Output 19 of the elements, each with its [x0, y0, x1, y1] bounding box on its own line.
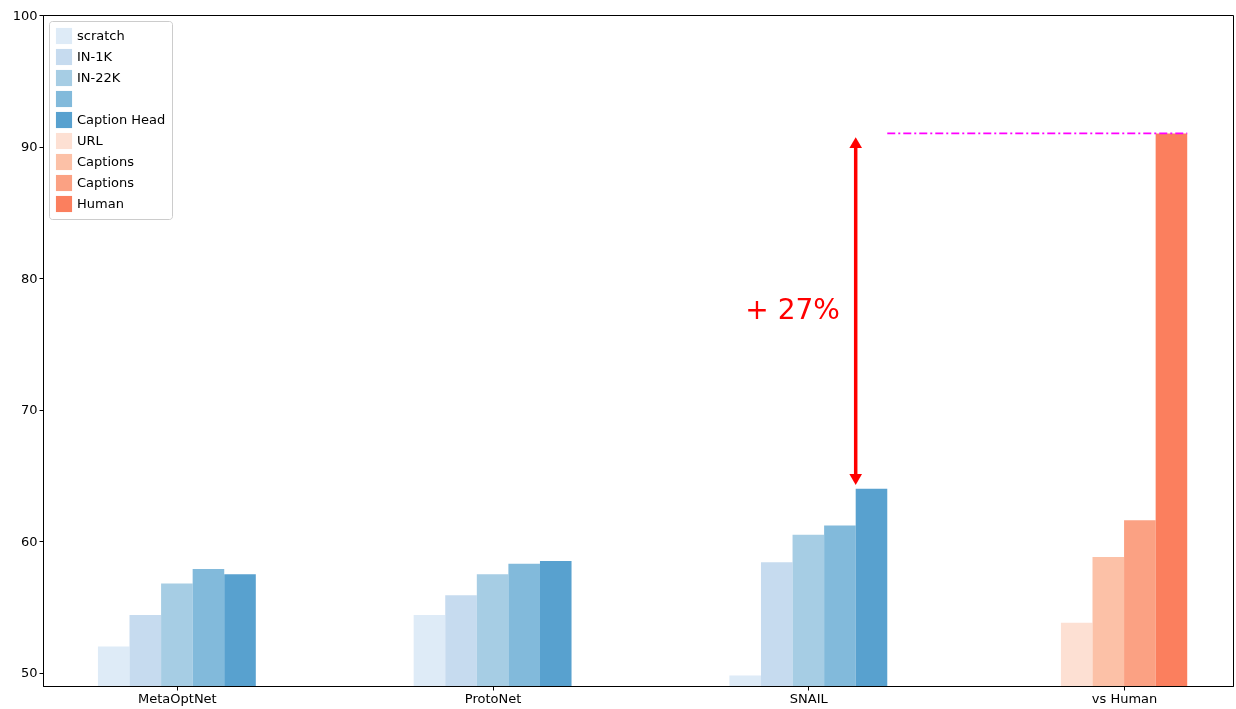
y-tick-label: 60: [20, 533, 38, 549]
legend-label: IN-1K: [77, 49, 113, 64]
y-tick-label: 100: [12, 7, 38, 23]
legend-label: scratch: [77, 28, 125, 43]
legend-label: Caption Head: [77, 112, 166, 127]
annotation: + 27%: [745, 293, 840, 327]
legend-label: IN-22K: [77, 70, 121, 85]
x-tick-label: SNAIL: [789, 690, 829, 706]
legend-label: Human: [77, 196, 124, 211]
legend-label: URL: [77, 133, 104, 148]
x-tick-label: vs Human: [1091, 690, 1158, 706]
legend-label: Captions: [77, 175, 135, 190]
y-tick-label: 70: [20, 402, 38, 418]
legend-label: Captions: [77, 154, 135, 169]
x-tick-label: MetaOptNet: [138, 690, 217, 706]
x-tick-label: ProtoNet: [464, 690, 522, 706]
y-tick-label: 90: [20, 139, 38, 155]
y-tick-label: 80: [20, 270, 38, 286]
y-tick-label: 50: [20, 665, 38, 681]
